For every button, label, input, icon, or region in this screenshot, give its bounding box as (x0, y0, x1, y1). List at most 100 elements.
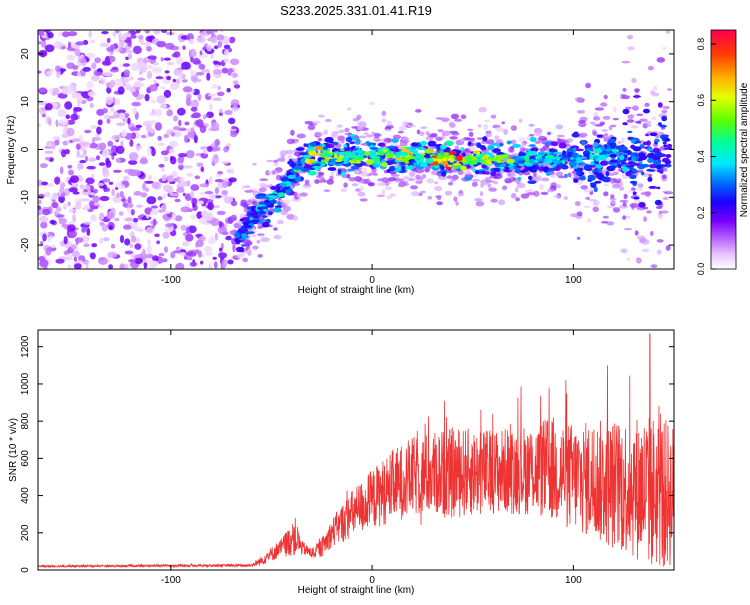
heatmap-cell (209, 193, 216, 200)
heatmap-cell (117, 86, 125, 95)
heatmap-cell (163, 57, 171, 61)
heatmap-cell (634, 156, 639, 162)
heatmap-cell (173, 178, 177, 182)
heatmap-cell (131, 169, 142, 177)
heatmap-cell (136, 204, 143, 208)
heatmap-cell (173, 250, 181, 254)
heatmap-cell (149, 120, 157, 125)
heatmap-cell (304, 179, 310, 186)
heatmap-cell (90, 214, 97, 222)
heatmap-cell (212, 205, 220, 209)
colorbar-label: Normalized spectral amplitude (739, 82, 750, 217)
heatmap-cell (248, 212, 257, 216)
heatmap-cell (407, 124, 417, 128)
colorbar-ticks: 0.0 0.2 0.4 0.6 0.8 (696, 38, 716, 275)
heatmap-cell (521, 141, 527, 147)
heatmap-cell (363, 132, 369, 135)
heatmap-cell (564, 173, 568, 178)
heatmap-cell (450, 113, 459, 120)
heatmap-cell (415, 109, 422, 113)
heatmap-cell (147, 239, 151, 246)
heatmap-cell (68, 229, 78, 239)
heatmap-cell (164, 246, 168, 253)
heatmap-cell (169, 193, 180, 197)
heatmap-cell (632, 191, 637, 196)
heatmap-cell (132, 225, 139, 230)
heatmap-cell (43, 191, 51, 198)
heatmap-cell (290, 199, 300, 202)
heatmap-cell (463, 171, 472, 175)
heatmap-cell (119, 234, 125, 244)
heatmap-cell (127, 117, 131, 125)
heatmap-cell (420, 190, 426, 194)
heatmap-cell (419, 162, 428, 168)
heatmap-cell (58, 195, 65, 204)
heatmap-cell (555, 124, 564, 130)
heatmap-cell (377, 149, 383, 155)
heatmap-cell (259, 189, 264, 193)
heatmap-cell (230, 131, 238, 138)
heatmap-cell (145, 253, 154, 259)
heatmap-cell (498, 199, 506, 206)
heatmap-cell (38, 30, 44, 36)
heatmap-cell (68, 187, 78, 193)
heatmap-cell (45, 247, 52, 256)
heatmap-cell (573, 131, 579, 135)
heatmap-cell (529, 137, 537, 142)
heatmap-cell (588, 199, 598, 202)
heatmap-cell (600, 160, 609, 166)
heatmap-cell (516, 176, 522, 181)
heatmap-cell (529, 158, 536, 164)
heatmap-cell (636, 113, 644, 117)
heatmap-cell (594, 107, 605, 111)
heatmap-cell (66, 253, 73, 259)
heatmap-cell (323, 189, 331, 193)
heatmap-cell (151, 208, 159, 216)
heatmap-cell (460, 165, 467, 171)
heatmap-cell (631, 168, 638, 173)
heatmap-cell (359, 135, 367, 139)
heatmap-cell (129, 243, 134, 249)
heatmap-cell (512, 143, 521, 148)
heatmap-cell (469, 137, 476, 142)
heatmap-cell (485, 176, 491, 181)
heatmap-cell (111, 154, 115, 160)
heatmap-cell (173, 115, 179, 122)
heatmap-cell (116, 158, 121, 164)
heatmap-cell (622, 295, 627, 299)
heatmap-cell (434, 181, 439, 185)
heatmap-cell (483, 124, 488, 130)
heatmap-cell (547, 131, 551, 136)
heatmap-cell (88, 30, 93, 38)
heatmap-cell (44, 44, 55, 53)
heatmap-cell (596, 134, 603, 138)
heatmap-cell (585, 82, 591, 89)
heatmap-cell (631, 155, 636, 162)
heatmap-cell (407, 165, 415, 170)
heatmap-cell (217, 170, 224, 175)
heatmap-cell (346, 173, 351, 179)
heatmap-cell (337, 168, 342, 175)
heatmap-cell (137, 34, 144, 40)
heatmap-cell (655, 164, 662, 170)
heatmap-cell (86, 52, 95, 59)
heatmap-cell (220, 242, 224, 250)
y-tick-label: 1000 (20, 372, 31, 395)
heatmap-cell (606, 151, 612, 155)
heatmap-cell (594, 180, 602, 184)
heatmap-cell (115, 30, 120, 34)
heatmap-cell (214, 179, 224, 183)
heatmap-cell (109, 79, 116, 88)
heatmap-cell (221, 259, 228, 268)
heatmap-cell (230, 168, 234, 174)
heatmap-cell (183, 134, 189, 143)
heatmap-cell (647, 157, 654, 164)
heatmap-cell (622, 108, 630, 115)
heatmap-cell (319, 175, 324, 182)
heatmap-cell (510, 193, 517, 199)
heatmap-cell (384, 186, 392, 190)
heatmap-cell (529, 169, 537, 173)
heatmap-cell (106, 212, 115, 220)
heatmap-cell (51, 201, 59, 209)
heatmap-cell (619, 186, 625, 191)
